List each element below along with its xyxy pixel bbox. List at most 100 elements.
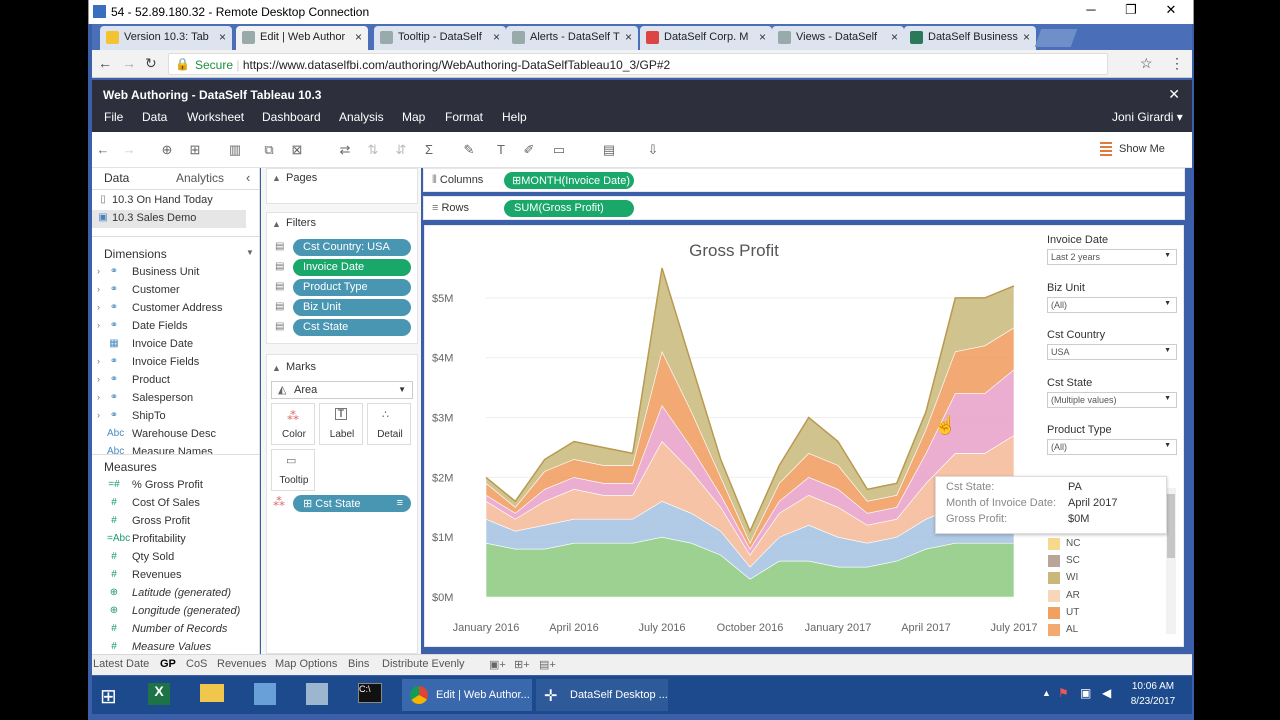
tab-close-icon[interactable]: ×: [218, 30, 226, 44]
dimension-field[interactable]: ▦ Invoice Date: [92, 336, 259, 354]
collapse-icon[interactable]: ▲: [272, 219, 281, 229]
taskbar-chrome[interactable]: Edit | Web Author...: [402, 679, 532, 711]
measure-field[interactable]: # Revenues: [92, 567, 259, 585]
windows-start-icon[interactable]: ⊞: [100, 686, 117, 708]
filter-pill[interactable]: Cst State: [293, 319, 411, 336]
dimension-field[interactable]: › ⚭ Invoice Fields: [92, 354, 259, 372]
tray-expand-icon[interactable]: ▲: [1042, 688, 1051, 698]
measure-field[interactable]: # Measure Values: [92, 639, 259, 654]
expand-icon[interactable]: ›: [97, 392, 100, 402]
browser-tab[interactable]: DataSelf Business ×: [904, 26, 1036, 50]
app-close-icon[interactable]: ✕: [1168, 86, 1180, 102]
measure-field[interactable]: # Cost Of Sales: [92, 495, 259, 513]
browser-tab[interactable]: Edit | Web Author ×: [236, 26, 368, 50]
presentation-icon[interactable]: ▤: [602, 142, 616, 157]
tab-close-icon[interactable]: ×: [1022, 30, 1030, 44]
datasource-item-selected[interactable]: ▣ 10.3 Sales Demo: [92, 210, 246, 228]
redo-icon[interactable]: →: [122, 142, 136, 157]
cmd-icon[interactable]: C:\: [358, 683, 382, 703]
sheet-tab[interactable]: Distribute Evenly: [382, 658, 465, 670]
chrome-menu-icon[interactable]: ⋮: [1170, 55, 1184, 71]
dimension-field[interactable]: Abc Warehouse Desc: [92, 426, 259, 444]
color-button[interactable]: ⁂ Color: [271, 403, 315, 445]
quick-filter-dropdown[interactable]: (All) ▼: [1047, 439, 1177, 455]
sort-descending-icon[interactable]: ⇵: [395, 142, 407, 157]
menu-file[interactable]: File: [104, 110, 124, 124]
sheet-tab[interactable]: Bins: [348, 658, 369, 670]
sheet-tab[interactable]: GP: [160, 658, 176, 670]
show-me-button[interactable]: Show Me: [1119, 143, 1165, 155]
columns-pill[interactable]: ⊞MONTH(Invoice Date): [504, 172, 634, 189]
highlight-icon[interactable]: ✎: [463, 142, 475, 157]
sheet-tab[interactable]: Map Options: [275, 658, 337, 670]
swap-rows-columns-icon[interactable]: ⇄: [339, 142, 351, 157]
download-icon[interactable]: ⇩: [647, 142, 659, 157]
browser-tab[interactable]: Views - DataSelf ×: [772, 26, 904, 50]
filter-pill[interactable]: Product Type: [293, 279, 411, 296]
url-field[interactable]: 🔒 Secure | https://www.dataselfbi.com/au…: [168, 53, 1108, 75]
totals-icon[interactable]: Σ: [424, 142, 434, 157]
measure-field[interactable]: =Abc Profitability: [92, 531, 259, 549]
browser-tab[interactable]: DataSelf Corp. M ×: [640, 26, 772, 50]
tab-close-icon[interactable]: ×: [492, 30, 500, 44]
expand-icon[interactable]: ›: [97, 356, 100, 366]
undo-icon[interactable]: ←: [96, 142, 110, 157]
expand-icon[interactable]: ›: [97, 410, 100, 420]
color-pill[interactable]: ⊞ Cst State ≡: [293, 495, 411, 512]
filter-pill[interactable]: Biz Unit: [293, 299, 411, 316]
quick-filter-dropdown[interactable]: (Multiple values) ▼: [1047, 391, 1177, 408]
filter-pill[interactable]: Invoice Date: [293, 259, 411, 276]
label-button[interactable]: T Label: [319, 403, 363, 445]
datasource-item[interactable]: ▯ 10.3 On Hand Today: [92, 192, 259, 210]
tray-date[interactable]: 8/23/2017: [1130, 696, 1176, 707]
tab-close-icon[interactable]: ×: [758, 30, 766, 44]
measure-field[interactable]: # Number of Records: [92, 621, 259, 639]
new-dashboard-icon[interactable]: ⊞+: [514, 659, 530, 671]
measure-field[interactable]: ⊕ Latitude (generated): [92, 585, 259, 603]
mark-type-dropdown[interactable]: ◭ Area ▼: [271, 381, 413, 399]
duplicate-sheet-icon[interactable]: ⧉: [264, 142, 274, 157]
sort-ascending-icon[interactable]: ⇅: [367, 142, 379, 157]
quick-filter-dropdown[interactable]: (All) ▼: [1047, 296, 1177, 313]
filter-pill[interactable]: Cst Country: USA: [293, 239, 411, 256]
tab-data[interactable]: Data: [104, 171, 130, 185]
menu-format[interactable]: Format: [445, 110, 484, 124]
collapse-icon[interactable]: ▲: [272, 363, 281, 373]
detail-button[interactable]: ∴ Detail: [367, 403, 411, 445]
volume-icon[interactable]: ◀: [1102, 686, 1112, 700]
measure-field[interactable]: =# % Gross Profit: [92, 477, 259, 495]
new-datasource-icon[interactable]: ⊕: [161, 142, 173, 157]
bookmark-star-icon[interactable]: ☆: [1140, 55, 1153, 71]
minimize-button[interactable]: ─: [1086, 2, 1096, 17]
browser-tab[interactable]: Alerts - DataSelf T ×: [506, 26, 638, 50]
tab-close-icon[interactable]: ×: [890, 30, 898, 44]
reload-icon[interactable]: ↻: [145, 55, 157, 71]
dimension-field[interactable]: › ⚭ Salesperson: [92, 390, 259, 408]
dimension-field[interactable]: › ⚭ Date Fields: [92, 318, 259, 336]
taskbar-tableau[interactable]: ✛ DataSelf Desktop ...: [536, 679, 668, 711]
collapse-pane-icon[interactable]: ‹: [246, 170, 251, 185]
dimension-field[interactable]: › ⚭ ShipTo: [92, 408, 259, 426]
expand-icon[interactable]: ›: [97, 374, 100, 384]
tray-icon[interactable]: ⚑: [1058, 686, 1069, 700]
fit-icon[interactable]: ▭: [552, 142, 566, 157]
sheet-tab[interactable]: Latest Date: [93, 658, 149, 670]
menu-map[interactable]: Map: [402, 110, 426, 124]
new-tab-button[interactable]: [1034, 29, 1078, 47]
menu-data[interactable]: Data: [142, 110, 168, 124]
browser-tab[interactable]: Version 10.3: Tab ×: [100, 26, 232, 50]
restore-button[interactable]: ❐: [1125, 2, 1137, 17]
new-story-icon[interactable]: ▤+: [539, 659, 556, 671]
tab-close-icon[interactable]: ×: [354, 30, 362, 44]
sheet-tab[interactable]: CoS: [186, 658, 207, 670]
network-icon[interactable]: ▣: [1080, 686, 1092, 700]
format-workbook-icon[interactable]: ✐: [523, 142, 535, 157]
app-icon[interactable]: [306, 683, 328, 705]
sheet-tab[interactable]: Revenues: [217, 658, 267, 670]
dimension-field[interactable]: › ⚭ Customer: [92, 282, 259, 300]
clear-sheet-icon[interactable]: ⊠: [291, 142, 303, 157]
show-mark-labels-icon[interactable]: T: [497, 142, 505, 157]
dimension-field[interactable]: › ⚭ Business Unit: [92, 264, 259, 282]
user-menu[interactable]: Joni Girardi ▾: [1112, 110, 1183, 124]
tray-time[interactable]: 10:06 AM: [1131, 681, 1175, 692]
